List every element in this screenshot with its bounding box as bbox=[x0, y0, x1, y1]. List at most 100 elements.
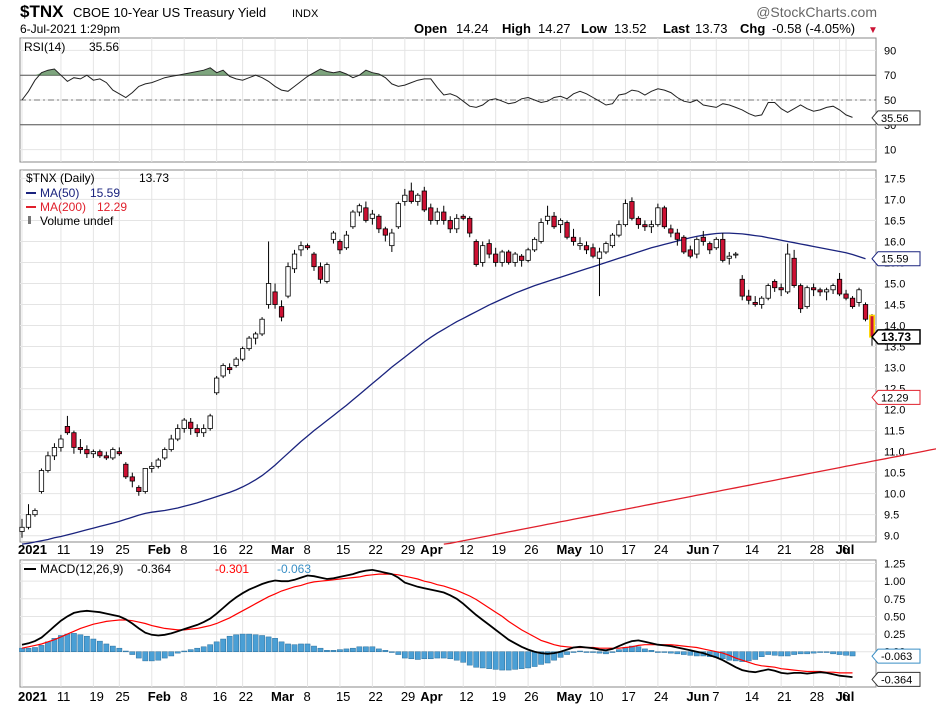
macd-histogram-bar bbox=[583, 651, 590, 653]
macd-histogram-bar bbox=[45, 641, 51, 652]
candle-body bbox=[739, 278, 745, 297]
low-value: 13.52 bbox=[614, 21, 647, 36]
candle-body bbox=[343, 234, 350, 249]
candle-body bbox=[168, 438, 174, 450]
candle-body bbox=[583, 245, 590, 251]
candle-body bbox=[551, 215, 557, 228]
candle-body bbox=[635, 217, 642, 226]
last-price-tag-box bbox=[871, 329, 921, 345]
candle-body bbox=[123, 463, 129, 478]
value-tag-box bbox=[871, 671, 921, 687]
candle-body bbox=[415, 194, 421, 202]
y-tick-label: 14.5 bbox=[884, 300, 905, 312]
security-name: CBOE 10-Year US Treasury Yield bbox=[73, 5, 266, 20]
candle-body bbox=[700, 236, 706, 242]
candle-body bbox=[38, 470, 45, 492]
value-tag-text: -0.364 bbox=[881, 674, 912, 686]
candle-body bbox=[441, 211, 447, 221]
candle-body bbox=[830, 285, 836, 291]
macd-histogram-bar bbox=[810, 651, 817, 654]
value-tag-box bbox=[871, 389, 921, 405]
candle-body bbox=[836, 278, 843, 295]
macd-histogram-bar bbox=[343, 648, 350, 652]
x-axis-label: 21 bbox=[777, 542, 791, 557]
y-tick-label: 9.5 bbox=[884, 510, 899, 522]
macd-histogram-bar bbox=[38, 645, 45, 652]
candle-body bbox=[408, 190, 414, 202]
candle-body bbox=[525, 249, 531, 261]
x-axis-label: 6 bbox=[842, 542, 849, 557]
ohlc-summary: Open 14.24 High 14.27 Low 13.52 Last 13.… bbox=[414, 21, 878, 36]
y-tick-label: 17.5 bbox=[884, 173, 905, 185]
candle-body bbox=[369, 213, 375, 219]
macd-histogram-bar bbox=[90, 638, 97, 652]
macd-histogram-bar bbox=[84, 635, 90, 652]
macd-histogram-bar bbox=[97, 640, 103, 652]
x-axis-label: 19 bbox=[89, 542, 103, 557]
value-tag-box bbox=[871, 251, 921, 267]
macd-histogram-bar bbox=[577, 650, 583, 653]
macd-histogram-bar bbox=[363, 646, 369, 652]
macd-histogram-bar bbox=[414, 651, 421, 660]
candle-body bbox=[506, 251, 512, 263]
candle-body bbox=[564, 222, 570, 238]
macd-histogram-bar bbox=[440, 651, 447, 659]
candle-body bbox=[869, 314, 875, 338]
x-axis-label: 8 bbox=[180, 542, 187, 557]
candle-body bbox=[778, 287, 784, 291]
macd-histogram-bar bbox=[155, 651, 162, 661]
macd-histogram-bar bbox=[382, 650, 389, 652]
x-axis-label: 2021 bbox=[18, 542, 47, 557]
macd-histogram-bar bbox=[71, 633, 77, 652]
x-axis-label: 11 bbox=[57, 689, 71, 704]
price-legend-label: $TNX (Daily) bbox=[26, 171, 95, 185]
candle-body bbox=[220, 365, 226, 377]
candle-body bbox=[746, 295, 752, 301]
x-axis-label: 21 bbox=[777, 689, 791, 704]
candle-body bbox=[519, 255, 525, 261]
candle-body bbox=[674, 232, 680, 240]
macd-histogram-bar bbox=[629, 645, 635, 652]
candle-body bbox=[259, 318, 265, 335]
candle-body bbox=[337, 241, 343, 251]
macd-histogram-bar bbox=[350, 647, 356, 652]
y-tick-label: 16.5 bbox=[884, 215, 905, 227]
macd-legend-label: MACD(12,26,9) bbox=[40, 562, 123, 576]
macd-histogram-bar bbox=[745, 651, 752, 662]
candle-body bbox=[97, 451, 103, 457]
candle-body bbox=[116, 451, 122, 455]
macd-histogram-bar bbox=[252, 634, 259, 652]
candle-body bbox=[480, 245, 486, 263]
last-value: 13.73 bbox=[695, 21, 728, 36]
candle-body bbox=[804, 287, 810, 308]
candle-body bbox=[376, 215, 382, 230]
chg-value: -0.58 (-4.05%) bbox=[772, 21, 855, 36]
macd-histogram-bar bbox=[784, 651, 791, 657]
candle-body bbox=[382, 228, 388, 236]
macd-histogram-bar bbox=[538, 651, 544, 665]
macd-histogram-bar bbox=[226, 635, 233, 652]
x-axis-label: 25 bbox=[115, 542, 129, 557]
candle-body bbox=[726, 255, 732, 259]
x-axis-label: Apr bbox=[420, 542, 442, 557]
macd-histogram-bar bbox=[116, 647, 123, 652]
candle-body bbox=[590, 247, 596, 257]
candle-body bbox=[77, 447, 84, 450]
x-axis-label: 16 bbox=[213, 542, 227, 557]
x-axis-label: Jul bbox=[836, 689, 855, 704]
macd-histogram-bar bbox=[596, 651, 603, 654]
candle-body bbox=[291, 253, 298, 270]
x-axis-label: 28 bbox=[810, 689, 824, 704]
macd-histogram-bar bbox=[655, 651, 661, 653]
price-legend-value: 13.73 bbox=[139, 171, 169, 185]
macd-histogram-bar bbox=[505, 651, 512, 671]
candle-body bbox=[32, 510, 38, 516]
exchange-label: INDX bbox=[292, 8, 319, 20]
macd-histogram-bar bbox=[778, 651, 785, 657]
hist-legend-value: -0.063 bbox=[277, 562, 311, 576]
candle-body bbox=[421, 190, 427, 211]
macd-histogram-bar bbox=[291, 644, 298, 652]
candle-body bbox=[596, 251, 603, 259]
